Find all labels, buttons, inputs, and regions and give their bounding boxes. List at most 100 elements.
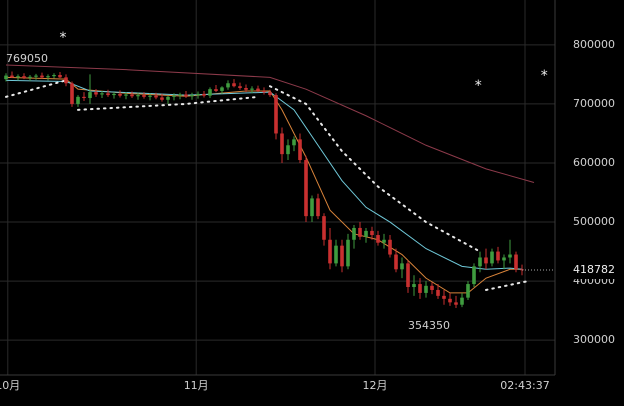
- candle-body: [280, 133, 284, 155]
- candle-body: [16, 76, 20, 78]
- candle-body: [154, 95, 158, 98]
- candle-body: [460, 297, 464, 305]
- candle-body: [22, 76, 26, 78]
- price-annotation: 354350: [408, 319, 450, 332]
- candle-body: [418, 284, 422, 293]
- candle-body: [142, 95, 146, 97]
- candle-body: [82, 96, 86, 99]
- candle-body: [178, 94, 182, 96]
- candle-body: [328, 239, 332, 264]
- candle-body: [220, 87, 224, 91]
- price-annotation: 769050: [6, 52, 48, 65]
- candle-body: [34, 75, 38, 77]
- candle-body: [364, 230, 368, 237]
- candle-body: [94, 92, 98, 95]
- candle-body: [46, 76, 50, 78]
- y-tick-label: 500000: [573, 215, 615, 228]
- candle-body: [484, 257, 488, 264]
- candle-body: [190, 95, 194, 97]
- candle-body: [52, 75, 56, 77]
- event-marker: *: [475, 78, 482, 94]
- candle-body: [436, 289, 440, 296]
- candle-body: [226, 83, 230, 88]
- candle-body: [196, 93, 200, 96]
- candle-body: [478, 257, 482, 267]
- candle-body: [472, 266, 476, 285]
- candle-body: [136, 95, 140, 97]
- candle-body: [274, 95, 278, 134]
- candle-body: [4, 75, 8, 80]
- candle-body: [310, 198, 314, 217]
- candle-body: [100, 93, 104, 95]
- ma-line: [5, 76, 522, 294]
- candle-body: [352, 227, 356, 240]
- candle-body: [412, 284, 416, 288]
- candle-body: [394, 254, 398, 270]
- y-tick-label: 800000: [573, 38, 615, 51]
- candle-body: [106, 93, 110, 96]
- current-price-box: [557, 261, 623, 280]
- candle-body: [406, 263, 410, 288]
- candle-body: [58, 75, 62, 78]
- candle-body: [172, 95, 176, 97]
- candle-body: [208, 89, 212, 96]
- candle-body: [64, 77, 68, 84]
- candle-body: [244, 87, 248, 90]
- candle-body: [370, 230, 374, 236]
- candle-body: [262, 90, 266, 93]
- event-marker: *: [541, 68, 548, 84]
- candle-body: [340, 245, 344, 267]
- candle-body: [166, 96, 170, 100]
- candle-body: [112, 93, 116, 96]
- current-price-label: 418782: [573, 263, 615, 276]
- candle-body: [358, 227, 362, 237]
- y-tick-label: 700000: [573, 97, 615, 110]
- candle-body: [160, 97, 164, 100]
- candle-body: [442, 295, 446, 299]
- candle-body: [382, 239, 386, 243]
- candle-body: [430, 285, 434, 290]
- candle-body: [334, 245, 338, 264]
- y-tick-label: 300000: [573, 333, 615, 346]
- ma-line: [5, 64, 535, 183]
- candle-body: [496, 251, 500, 261]
- candle-body: [286, 145, 290, 155]
- candle-body: [184, 94, 188, 97]
- ma-line: [5, 79, 523, 270]
- x-tick-label: 10月: [0, 379, 20, 392]
- candle-body: [298, 139, 302, 161]
- candle-body: [490, 251, 494, 264]
- candle-body: [304, 160, 308, 217]
- candle-body: [238, 86, 242, 88]
- candle-body: [292, 139, 296, 146]
- candle-body: [502, 257, 506, 261]
- candle-body: [466, 284, 470, 298]
- x-tick-label: 12月: [363, 379, 388, 392]
- x-tick-label: 11月: [184, 379, 209, 392]
- ma-line: [5, 79, 529, 291]
- candle-body: [250, 88, 254, 90]
- candle-body: [88, 92, 92, 99]
- candle-body: [232, 83, 236, 87]
- candle-body: [376, 235, 380, 243]
- candle-body: [448, 298, 452, 303]
- candle-body: [202, 93, 206, 96]
- candle-body: [388, 239, 392, 255]
- candle-body: [454, 302, 458, 305]
- candle-body: [118, 93, 122, 96]
- candle-body: [70, 83, 74, 104]
- candle-body: [10, 75, 14, 78]
- candle-body: [28, 76, 32, 78]
- candle-body: [130, 94, 134, 97]
- candle-body: [148, 95, 152, 97]
- candle-body: [214, 89, 218, 91]
- candle-body: [256, 88, 260, 91]
- candle-body: [508, 254, 512, 258]
- y-tick-label: 600000: [573, 156, 615, 169]
- candle-body: [346, 239, 350, 267]
- candle-body: [76, 96, 80, 104]
- candle-body: [268, 92, 272, 96]
- candle-body: [40, 75, 44, 78]
- event-marker: *: [60, 30, 67, 46]
